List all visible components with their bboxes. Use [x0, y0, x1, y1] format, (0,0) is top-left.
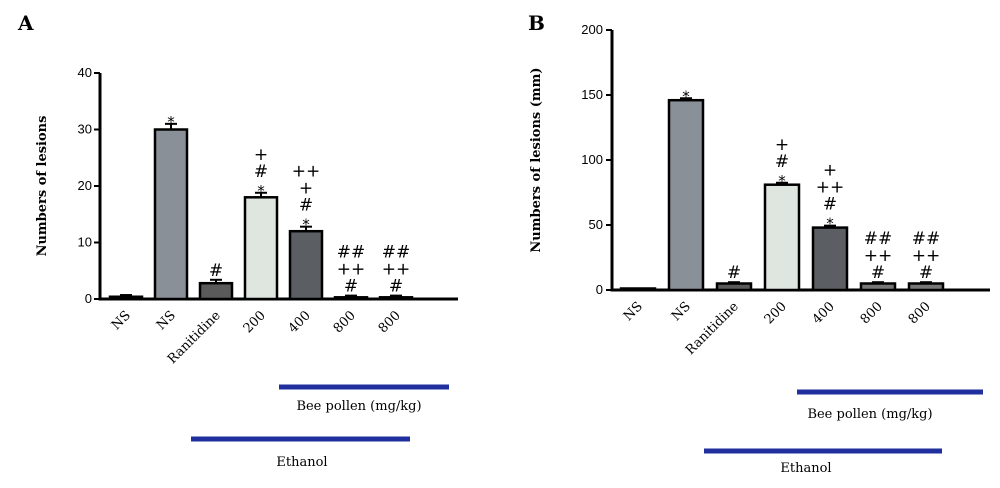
x-category-label: 400: [810, 299, 838, 327]
y-tick-label: 0: [85, 291, 92, 306]
y-axis-label: Numbers of lesions: [35, 116, 50, 257]
significance-marker: +: [254, 145, 268, 165]
x-category-label: NS: [669, 299, 694, 324]
x-category-label: 800: [376, 308, 404, 336]
significance-marker: #: [823, 195, 837, 215]
significance-marker: +: [775, 135, 789, 155]
x-category-label: NS: [621, 299, 646, 324]
significance-marker: *: [302, 216, 310, 234]
y-tick-label: 40: [78, 65, 92, 80]
bar: [763, 183, 801, 292]
y-tick-label: 0: [596, 282, 603, 297]
significance-marker: #: [389, 277, 403, 297]
significance-marker: ++: [337, 260, 366, 280]
panel-letter: B: [528, 11, 545, 35]
y-tick-label: 30: [78, 122, 92, 137]
bar: [333, 296, 369, 301]
significance-marker: ##: [382, 243, 411, 263]
significance-marker: *: [778, 172, 786, 190]
y-axis-label: Numbers of lesions (mm): [529, 67, 544, 252]
x-category-label: 800: [858, 299, 886, 327]
bar: [811, 226, 849, 292]
x-category-label: 200: [762, 299, 790, 327]
bar: [198, 281, 234, 301]
bar: [907, 282, 945, 292]
significance-marker: #: [299, 196, 313, 216]
x-category-label: 400: [286, 308, 314, 336]
y-tick-label: 100: [581, 152, 603, 167]
x-category-label: NS: [109, 308, 134, 333]
significance-marker: *: [257, 182, 265, 200]
bar: [378, 296, 414, 301]
significance-marker: ##: [864, 229, 893, 249]
significance-marker: *: [682, 87, 690, 105]
bar: [243, 196, 279, 301]
significance-marker: #: [775, 152, 789, 172]
bar: [108, 295, 144, 301]
group-label: Ethanol: [276, 455, 327, 470]
group-label: Bee pollen (mg/kg): [807, 407, 932, 422]
y-tick-label: 50: [589, 217, 603, 232]
panel-letter: A: [17, 11, 34, 35]
y-tick-label: 150: [581, 87, 603, 102]
significance-marker: +: [823, 161, 837, 181]
group-label: Bee pollen (mg/kg): [296, 399, 421, 414]
bar: [859, 282, 897, 292]
significance-marker: ++: [816, 178, 845, 198]
bar: [153, 128, 189, 301]
significance-marker: #: [727, 263, 741, 283]
y-tick-label: 20: [78, 178, 92, 193]
significance-marker: ##: [912, 229, 941, 249]
significance-marker: #: [254, 162, 268, 182]
significance-marker: #: [209, 261, 223, 281]
significance-marker: ++: [864, 246, 893, 266]
y-tick-label: 10: [78, 235, 92, 250]
x-category-label: NS: [154, 308, 179, 333]
bar: [288, 229, 324, 301]
significance-marker: #: [344, 277, 358, 297]
significance-marker: *: [826, 215, 834, 233]
group-label: Ethanol: [780, 461, 831, 476]
x-category-label: 200: [241, 308, 269, 336]
significance-marker: #: [919, 263, 933, 283]
significance-marker: #: [871, 263, 885, 283]
significance-marker: +: [299, 179, 313, 199]
significance-marker: ++: [292, 162, 321, 182]
significance-marker: ##: [337, 243, 366, 263]
significance-marker: *: [167, 113, 175, 131]
x-category-label: 800: [331, 308, 359, 336]
bar: [667, 98, 705, 292]
significance-marker: ++: [382, 260, 411, 280]
bar: [715, 282, 753, 292]
significance-marker: ++: [912, 246, 941, 266]
x-category-label: 800: [906, 299, 934, 327]
y-tick-label: 200: [581, 22, 603, 37]
panel-b: B Numbers of lesions (mm) 0 50 100 150 200 NS * N…: [528, 11, 990, 476]
